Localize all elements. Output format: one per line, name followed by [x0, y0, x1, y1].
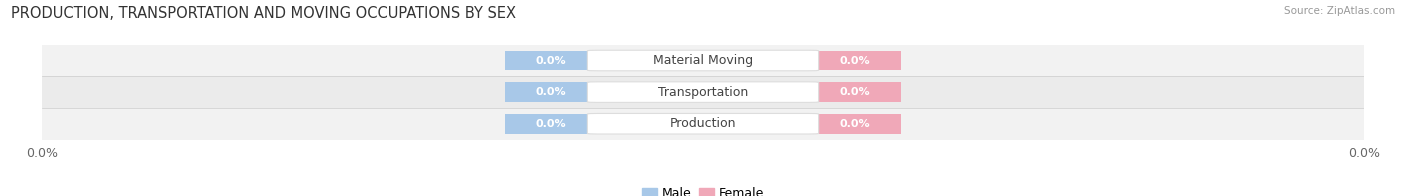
Legend: Male, Female: Male, Female — [637, 182, 769, 196]
Bar — [808, 82, 901, 102]
Text: 0.0%: 0.0% — [536, 87, 567, 97]
Bar — [505, 114, 598, 133]
Text: Material Moving: Material Moving — [652, 54, 754, 67]
Text: Transportation: Transportation — [658, 86, 748, 99]
Text: PRODUCTION, TRANSPORTATION AND MOVING OCCUPATIONS BY SEX: PRODUCTION, TRANSPORTATION AND MOVING OC… — [11, 6, 516, 21]
Text: 0.0%: 0.0% — [536, 119, 567, 129]
Bar — [42, 108, 1364, 140]
Text: 0.0%: 0.0% — [839, 87, 870, 97]
Text: 0.0%: 0.0% — [839, 55, 870, 65]
Bar — [808, 51, 901, 70]
FancyBboxPatch shape — [588, 50, 818, 71]
Text: 0.0%: 0.0% — [839, 119, 870, 129]
Text: Production: Production — [669, 117, 737, 130]
Bar — [505, 51, 598, 70]
FancyBboxPatch shape — [588, 82, 818, 102]
Text: 0.0%: 0.0% — [536, 55, 567, 65]
Text: Source: ZipAtlas.com: Source: ZipAtlas.com — [1284, 6, 1395, 16]
FancyBboxPatch shape — [588, 113, 818, 134]
Bar — [505, 82, 598, 102]
Bar — [808, 114, 901, 133]
Bar — [42, 45, 1364, 76]
Bar — [42, 76, 1364, 108]
